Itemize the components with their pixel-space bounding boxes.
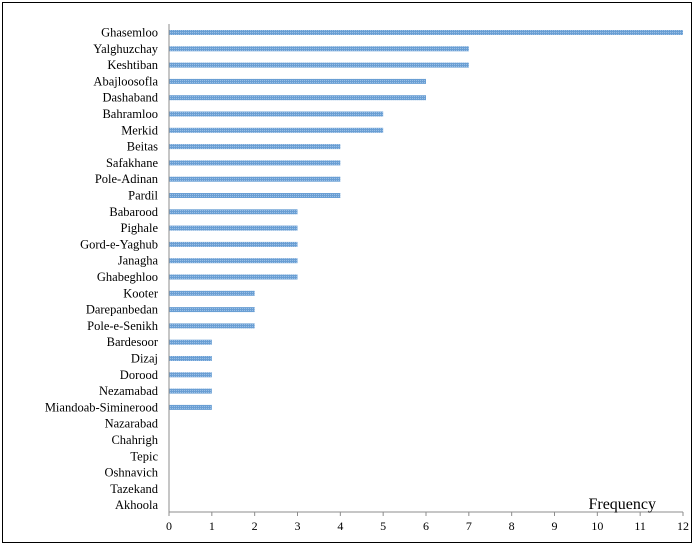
x-tick-label: 3 [295,519,301,533]
x-tick-label: 12 [677,519,689,533]
bar [169,46,469,52]
bar [169,388,212,394]
category-label: Tepic [130,449,158,463]
category-label: Pole-e-Senikh [87,319,159,333]
x-tick-label: 7 [466,519,472,533]
category-label: Nezamabad [99,384,159,398]
category-label: Dorood [120,368,159,382]
x-tick-label: 2 [252,519,258,533]
bar [169,160,341,166]
category-label: Babarood [109,205,158,219]
bar [169,307,255,313]
category-label: Dizaj [131,352,158,366]
category-label: Bardesoor [107,335,159,349]
bar [169,274,298,280]
category-label: Kooter [123,286,159,300]
bar [169,372,212,378]
category-label: Pighale [121,221,159,235]
x-tick-label: 5 [380,519,386,533]
category-label: Oshnavich [105,466,159,480]
bar [169,62,469,68]
bar [169,144,341,150]
bar [169,241,298,247]
x-tick-label: 1 [209,519,215,533]
category-label: Ghasemloo [101,26,158,40]
category-label: Beitas [127,140,158,154]
x-tick-label: 4 [337,519,343,533]
x-axis: 0 1 2 3 4 5 6 7 8 9 10 11 12 [166,24,689,533]
x-tick-label: 0 [166,519,172,533]
bar [169,258,298,264]
bar [169,225,298,231]
category-label: Tazekand [110,482,158,496]
category-label: Keshtiban [107,58,158,72]
category-label: Pardil [128,189,158,203]
category-label: Janagha [118,254,159,268]
bar [169,176,341,182]
bar [169,323,255,329]
bar [169,78,426,84]
category-label: Akhoola [115,498,159,512]
x-tick-label: 9 [552,519,558,533]
bar [169,404,212,410]
category-label: Pole-Adinan [95,172,159,186]
category-label: Ghabeghloo [97,270,158,284]
category-label: Dashaband [102,91,158,105]
bars-layer [169,30,683,410]
bar [169,111,384,117]
category-label: Gord-e-Yaghub [80,237,158,251]
category-label: Chahrigh [111,433,158,447]
category-label: Darepanbedan [86,303,159,317]
bar [169,339,212,345]
x-tick-label: 11 [634,519,646,533]
bar [169,209,298,215]
category-label: Safakhane [106,156,159,170]
category-label: Merkid [121,123,159,137]
bar [169,356,212,361]
category-label: Abajloosofla [93,74,158,88]
bar [169,193,341,198]
category-label: Miandoab-Siminerood [45,400,159,414]
x-tick-label: 8 [509,519,515,533]
category-label: Bahramloo [102,107,158,121]
bar [169,290,255,296]
category-labels: Ghasemloo Yalghuzchay Keshtiban Abajloosofl… [45,26,159,513]
bar [169,30,683,35]
bar [169,127,384,133]
x-axis-title: Frequency [588,496,656,513]
category-label: Nazarabad [105,417,159,431]
x-tick-label: 10 [591,519,603,533]
bar [169,95,426,101]
category-label: Yalghuzchay [93,42,158,56]
x-tick-label: 6 [423,519,429,533]
